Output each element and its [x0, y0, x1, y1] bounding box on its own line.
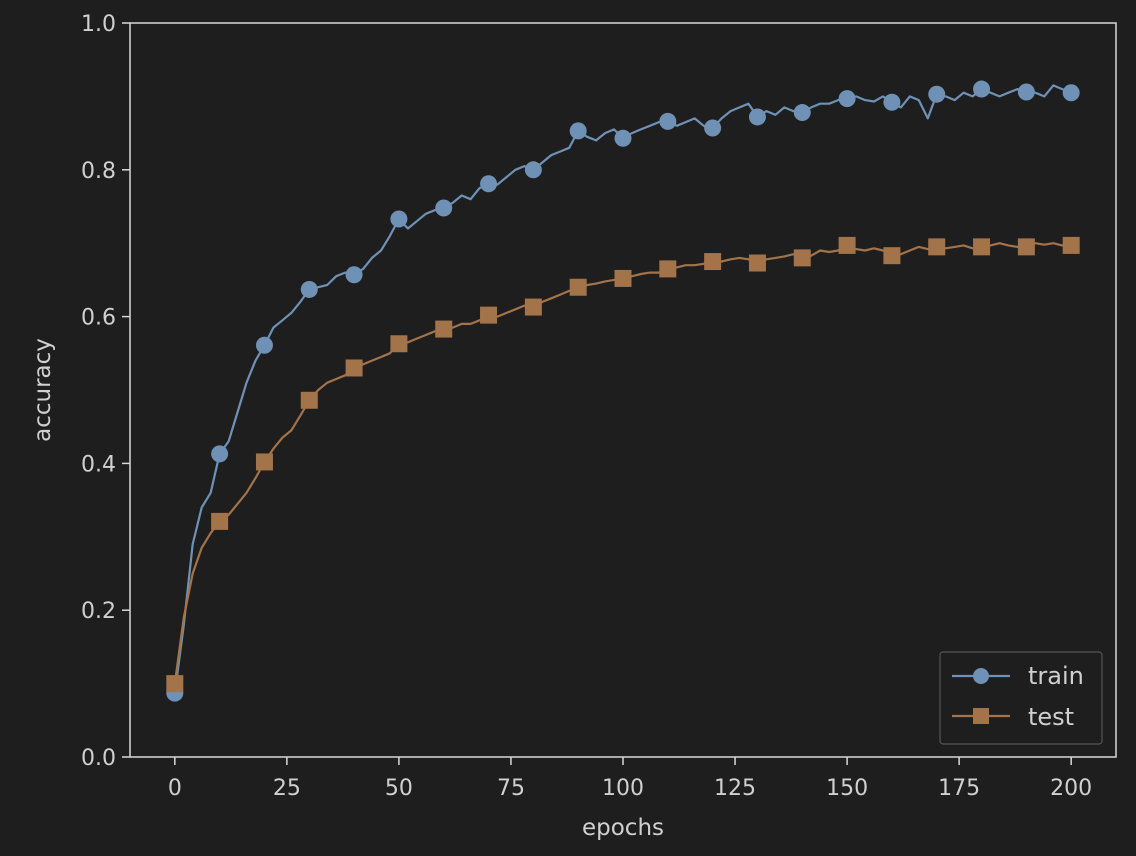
test-point [166, 675, 184, 693]
x-axis: 0 25 50 75 100 125 150 175 200 [168, 757, 1092, 801]
test-point [704, 253, 722, 271]
test-point [659, 260, 677, 278]
train-point [1017, 83, 1035, 101]
x-tick-label: 100 [602, 776, 644, 801]
legend-test-label: test [1028, 703, 1074, 731]
x-axis-label: epochs [582, 815, 664, 841]
train-point [659, 112, 677, 130]
y-axis-label: accuracy [30, 338, 56, 442]
test-point [211, 512, 229, 530]
x-tick-label: 200 [1050, 776, 1092, 801]
y-tick-label: 1.0 [81, 12, 116, 37]
test-point [838, 236, 856, 254]
train-point [883, 93, 901, 111]
y-tick-label: 0.0 [81, 746, 116, 771]
test-point [569, 278, 587, 296]
train-point [748, 108, 766, 126]
test-point [524, 298, 542, 316]
legend-train-marker [973, 668, 989, 684]
train-point [614, 129, 632, 147]
train-point [435, 199, 453, 217]
train-point [704, 119, 722, 137]
train-point [255, 336, 273, 354]
legend-train-label: train [1028, 662, 1084, 690]
test-point [345, 359, 363, 377]
train-point [793, 104, 811, 122]
test-point [883, 247, 901, 265]
test-point [928, 238, 946, 256]
test-point [255, 453, 273, 471]
legend-test-marker [973, 708, 989, 724]
train-point [480, 175, 498, 193]
x-tick-label: 75 [497, 776, 525, 801]
x-tick-label: 175 [938, 776, 980, 801]
x-tick-label: 125 [714, 776, 756, 801]
y-tick-label: 0.6 [81, 306, 116, 331]
test-point [390, 335, 408, 353]
train-point [390, 210, 408, 228]
series-train [166, 80, 1080, 702]
test-point [614, 269, 632, 287]
test-point [1017, 238, 1035, 256]
x-tick-label: 0 [168, 776, 182, 801]
legend: train test [939, 651, 1103, 745]
train-point [300, 280, 318, 298]
x-tick-label: 25 [273, 776, 301, 801]
train-point [345, 266, 363, 284]
y-tick-label: 0.4 [81, 452, 116, 477]
test-point [748, 254, 766, 272]
series-test [166, 236, 1080, 693]
test-point [793, 249, 811, 267]
train-point [928, 85, 946, 103]
train-point [973, 80, 991, 98]
test-point [973, 238, 991, 256]
test-point [1062, 236, 1080, 254]
test-point [480, 306, 498, 324]
x-tick-label: 150 [826, 776, 868, 801]
train-point [524, 161, 542, 179]
x-tick-label: 50 [385, 776, 413, 801]
y-axis: 0.0 0.2 0.4 0.6 0.8 1.0 [81, 12, 130, 771]
y-tick-label: 0.8 [81, 159, 116, 184]
series-layer [166, 80, 1080, 702]
train-point [1062, 84, 1080, 102]
test-point [300, 391, 318, 409]
train-point [838, 90, 856, 108]
y-tick-label: 0.2 [81, 599, 116, 624]
train-point [569, 122, 587, 140]
train-point [211, 445, 229, 463]
test-point [435, 320, 453, 338]
